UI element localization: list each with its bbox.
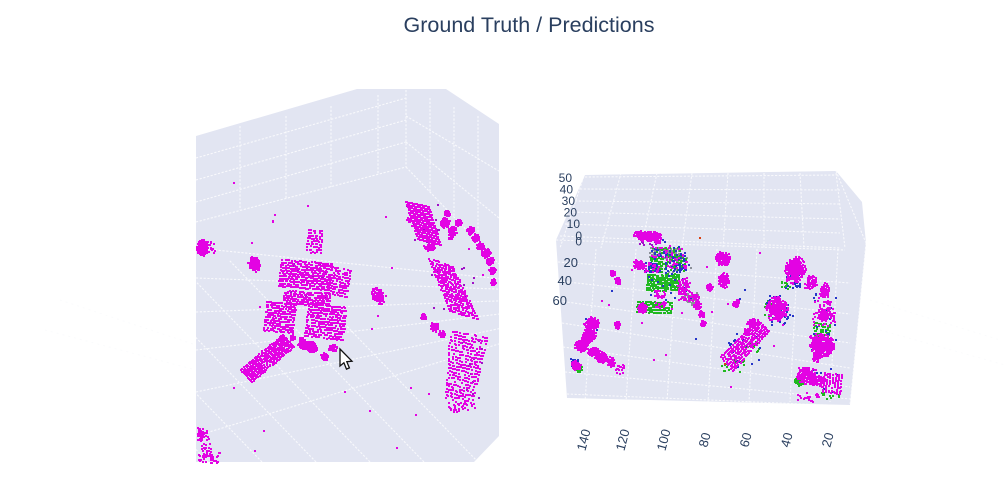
svg-text:40: 40 xyxy=(558,273,572,288)
svg-text:60: 60 xyxy=(553,293,567,308)
svg-text:100: 100 xyxy=(654,427,674,452)
svg-text:0: 0 xyxy=(575,235,582,249)
svg-text:60: 60 xyxy=(737,431,755,449)
svg-text:140: 140 xyxy=(574,427,594,452)
svg-text:20: 20 xyxy=(564,255,578,270)
svg-text:120: 120 xyxy=(613,427,633,452)
svg-text:Ground Truth / Predictions: Ground Truth / Predictions xyxy=(404,13,655,37)
svg-text:10: 10 xyxy=(567,217,581,231)
svg-text:50: 50 xyxy=(559,171,573,185)
svg-text:80: 80 xyxy=(696,431,714,449)
svg-text:30: 30 xyxy=(562,194,576,208)
svg-text:40: 40 xyxy=(560,183,574,197)
svg-text:20: 20 xyxy=(564,206,578,220)
svg-text:20: 20 xyxy=(819,431,837,449)
svg-text:0: 0 xyxy=(575,229,582,243)
svg-text:40: 40 xyxy=(778,431,796,449)
